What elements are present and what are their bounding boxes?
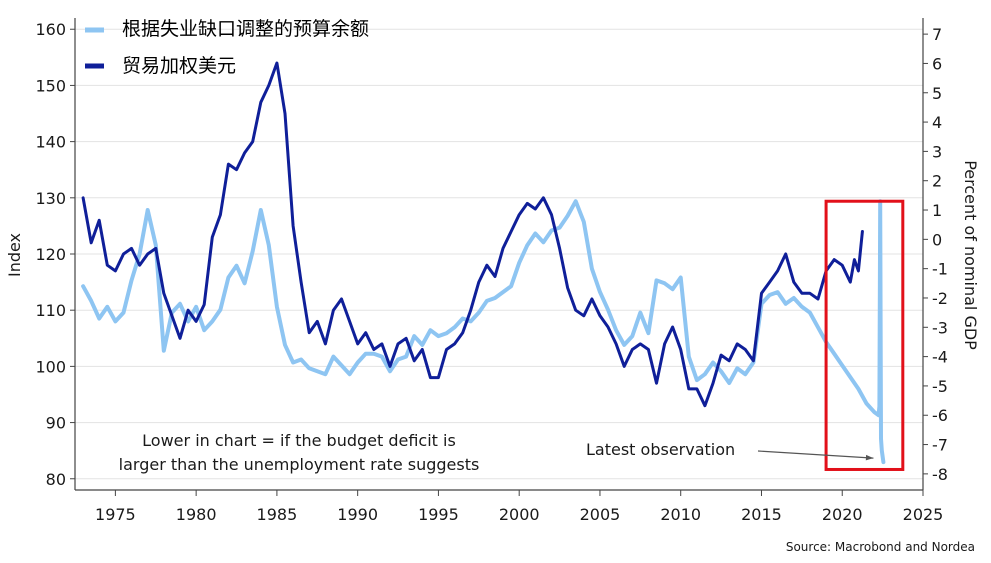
highlight-rect [824,199,905,471]
x-tick-label-1995: 1995 [418,505,459,524]
left-axis-label: Index [5,233,24,277]
annotation-arrow [757,450,874,459]
right-tick-label-1: 1 [932,201,942,220]
series-line-budget-balance [81,199,886,465]
left-tick-label-140: 140 [35,133,66,152]
right-tick-label--2: -2 [932,289,948,308]
gridlines [75,28,923,480]
right-tick-label-2: 2 [932,172,942,191]
series-line-trade-weighted-dollar [81,61,864,408]
left-tick-label-90: 90 [46,414,66,433]
left-tick-label-160: 160 [35,20,66,39]
x-tick-label-2015: 2015 [741,505,782,524]
right-tick-label-5: 5 [932,84,942,103]
x-tick-label-2000: 2000 [499,505,540,524]
legend-label-trade-weighted-dollar: 贸易加权美元 [122,55,236,77]
annotation-latest-observation-label: Latest observation [586,440,735,459]
x-tick-label-1985: 1985 [257,505,298,524]
left-tick-label-80: 80 [46,470,66,489]
x-tick-label-2020: 2020 [822,505,863,524]
annotation-arrow-head [865,454,874,461]
source-note: Source: Macrobond and Nordea [786,540,975,554]
right-tick-label-7: 7 [932,25,942,44]
left-tick-label-150: 150 [35,76,66,95]
left-axis-ticks: 80 90 100 110 120 130 140 150 160 [35,20,75,489]
right-tick-label--1: -1 [932,260,948,279]
left-tick-label-110: 110 [35,301,66,320]
right-axis-ticks: -8 -7 -6 -5 -4 -3 -2 -1 0 1 2 3 4 5 6 7 [923,25,948,484]
right-tick-label--8: -8 [932,465,948,484]
x-tick-label-2025: 2025 [903,505,944,524]
right-tick-label--7: -7 [932,436,948,455]
right-tick-label-4: 4 [932,113,942,132]
highlight-box [824,199,905,471]
right-axis-label: Percent of nominal GDP [961,160,980,350]
legend-label-budget-balance: 根据失业缺口调整的预算余额 [122,18,369,40]
annotation-note: Lower in chart = if the budget deficit i… [119,431,480,474]
annotation-latest-observation: Latest observation [586,440,874,461]
x-tick-label-1980: 1980 [176,505,217,524]
annotation-note-line-1: Lower in chart = if the budget deficit i… [142,431,456,450]
left-tick-label-120: 120 [35,245,66,264]
x-tick-label-1990: 1990 [337,505,378,524]
right-tick-label--6: -6 [932,406,948,425]
right-tick-label--5: -5 [932,377,948,396]
right-tick-label-3: 3 [932,142,942,161]
x-axis-ticks: 1975 1980 1985 1990 1995 2000 2005 2010 2015 2020… [95,490,943,524]
right-tick-label-0: 0 [932,230,942,249]
x-tick-label-1975: 1975 [95,505,136,524]
series-lines [81,61,886,465]
annotation-note-line-2: larger than the unemployment rate sugges… [119,455,480,474]
right-tick-label--3: -3 [932,318,948,337]
right-tick-label--4: -4 [932,348,948,367]
x-tick-label-2005: 2005 [580,505,621,524]
legend: 根据失业缺口调整的预算余额 贸易加权美元 [85,18,369,77]
x-tick-label-2010: 2010 [660,505,701,524]
left-tick-label-130: 130 [35,189,66,208]
left-tick-label-100: 100 [35,357,66,376]
right-tick-label-6: 6 [932,54,942,73]
